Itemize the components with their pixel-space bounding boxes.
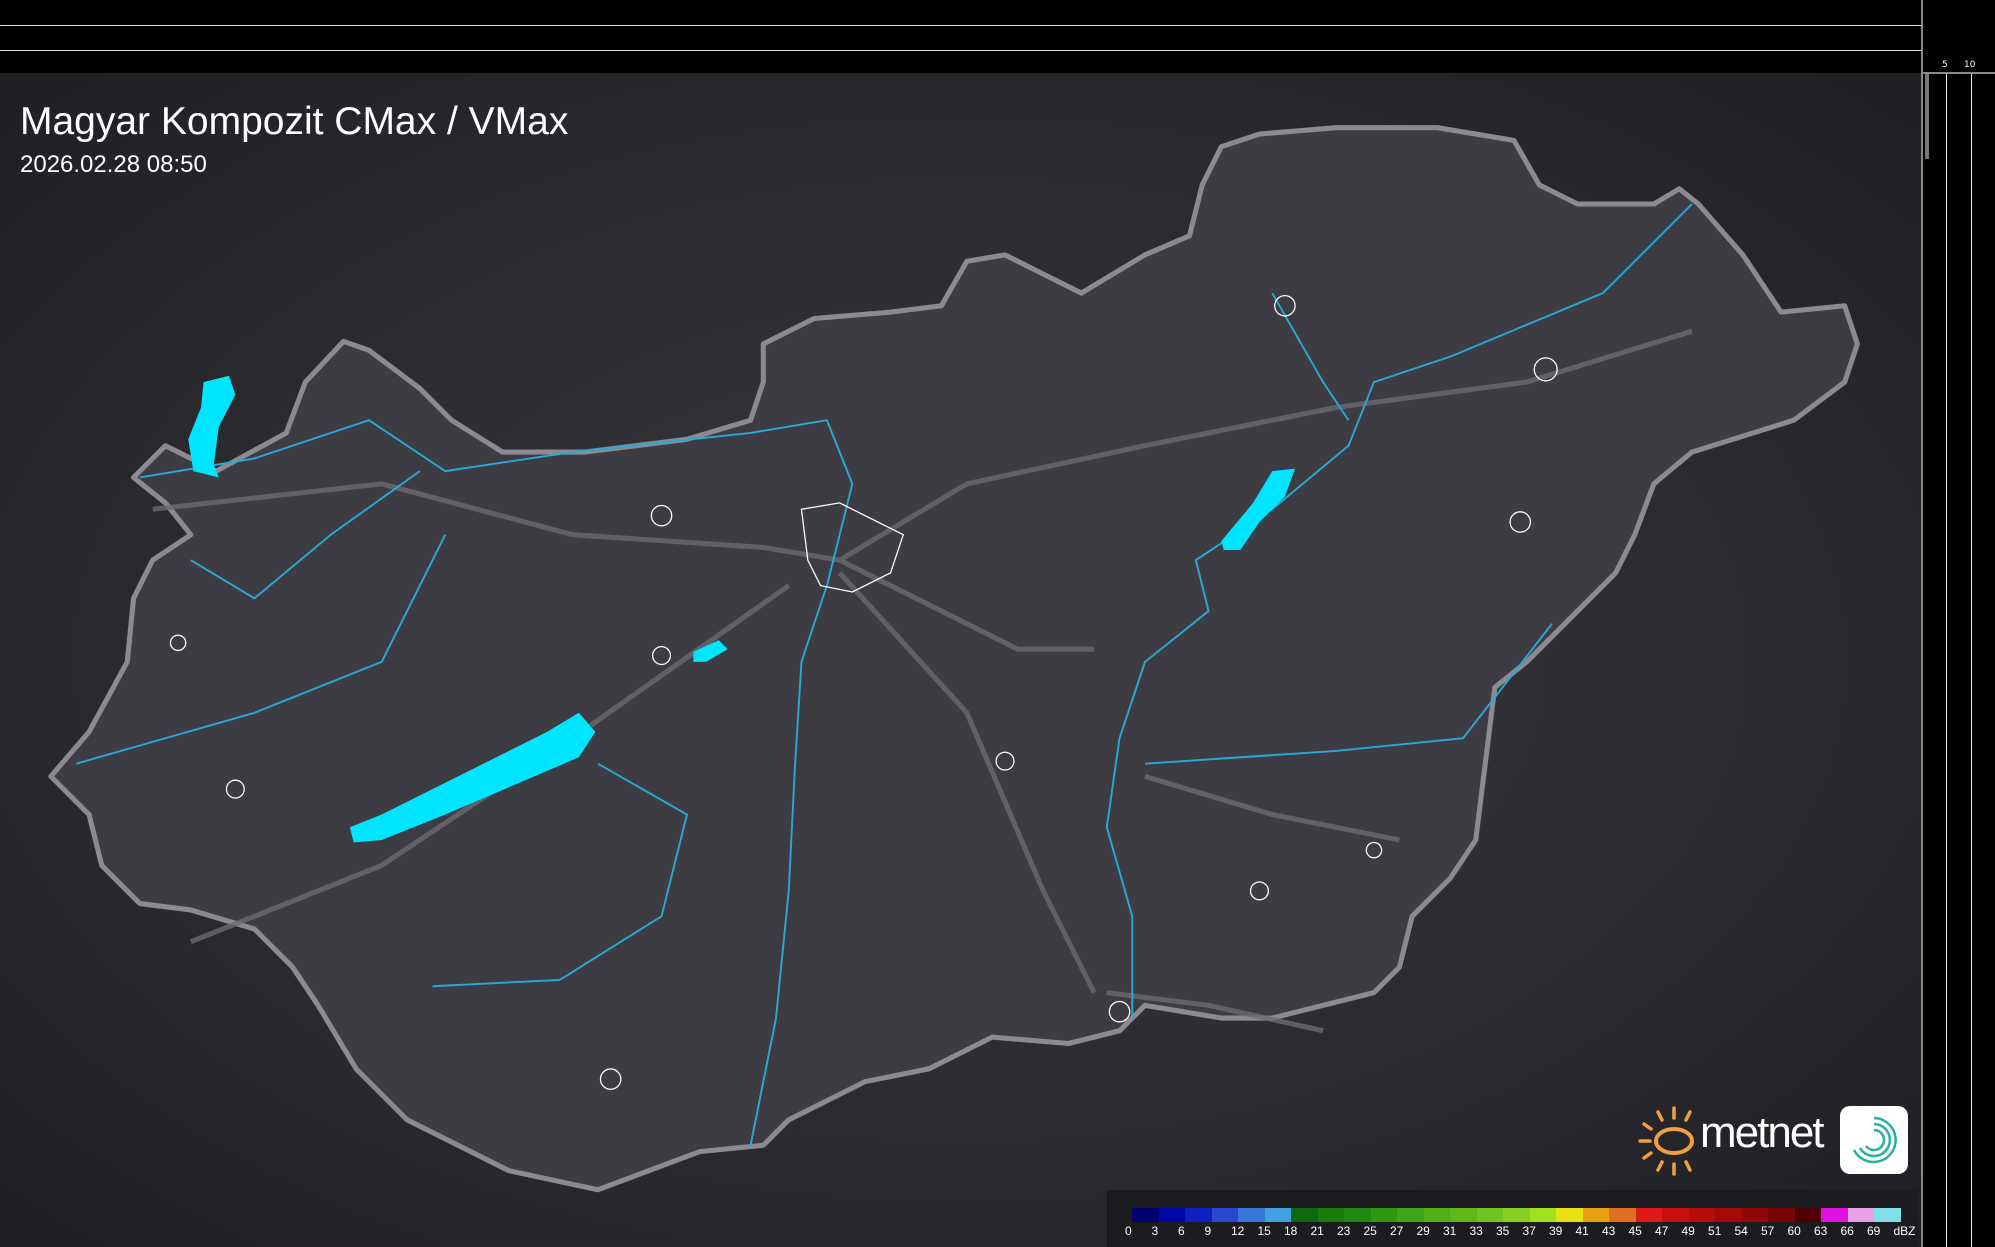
legend-swatch bbox=[1132, 1208, 1159, 1222]
legend-swatch bbox=[1317, 1208, 1344, 1222]
lake-velence bbox=[693, 640, 728, 662]
legend-swatch bbox=[1847, 1208, 1874, 1222]
legend-label: 15 bbox=[1257, 1224, 1271, 1238]
legend-swatch bbox=[1556, 1208, 1583, 1222]
scale-line-5 bbox=[1946, 73, 1947, 1247]
legend-swatch bbox=[1397, 1208, 1424, 1222]
tisza-river bbox=[1105, 203, 1693, 1019]
settlement-outlines bbox=[169, 294, 1558, 1090]
legend-swatch bbox=[1821, 1208, 1848, 1222]
danube-river bbox=[139, 419, 854, 1146]
legend-swatch bbox=[1158, 1208, 1185, 1222]
legend-unit: dBZ bbox=[1893, 1224, 1916, 1238]
legend-label: 66 bbox=[1840, 1224, 1854, 1238]
legend-label: 39 bbox=[1549, 1224, 1563, 1238]
legend-swatch bbox=[1344, 1208, 1371, 1222]
legend-label: 54 bbox=[1734, 1224, 1748, 1238]
legend-swatch bbox=[1635, 1208, 1662, 1222]
map-canvas bbox=[0, 73, 1921, 1247]
legend-swatch bbox=[1370, 1208, 1397, 1222]
legend-color-bar bbox=[1132, 1208, 1901, 1222]
legend-label: 45 bbox=[1628, 1224, 1642, 1238]
legend-label: 37 bbox=[1522, 1224, 1536, 1238]
legend-label: 18 bbox=[1284, 1224, 1298, 1238]
legend-label: 29 bbox=[1416, 1224, 1430, 1238]
legend-swatch bbox=[1874, 1208, 1901, 1222]
legend-label: 60 bbox=[1787, 1224, 1801, 1238]
metnet-logo[interactable]: metnet bbox=[1638, 1104, 1910, 1178]
legend-swatch bbox=[1211, 1208, 1238, 1222]
logo-text: metnet bbox=[1700, 1108, 1825, 1157]
legend-swatch bbox=[1688, 1208, 1715, 1222]
legend-label: 27 bbox=[1390, 1224, 1404, 1238]
legend-label: 51 bbox=[1708, 1224, 1722, 1238]
legend-swatch bbox=[1529, 1208, 1556, 1222]
lake-balaton bbox=[349, 712, 596, 843]
legend-label: 69 bbox=[1867, 1224, 1881, 1238]
legend-swatch bbox=[1768, 1208, 1795, 1222]
legend-label: 3 bbox=[1151, 1224, 1159, 1238]
legend-label: 12 bbox=[1231, 1224, 1245, 1238]
legend-label: 47 bbox=[1655, 1224, 1669, 1238]
legend-label: 43 bbox=[1602, 1224, 1616, 1238]
legend-swatch bbox=[1503, 1208, 1530, 1222]
legend-label: 57 bbox=[1761, 1224, 1775, 1238]
app-icon bbox=[1840, 1106, 1908, 1174]
legend-label: 35 bbox=[1496, 1224, 1510, 1238]
legend-label: 6 bbox=[1178, 1224, 1185, 1238]
scale-tick-label: 5 bbox=[1942, 60, 1948, 70]
lakes bbox=[188, 375, 1296, 843]
legend-label: 25 bbox=[1363, 1224, 1377, 1238]
scale-tick-label: 10 bbox=[1964, 60, 1976, 70]
legend-swatch bbox=[1582, 1208, 1609, 1222]
radar-map[interactable] bbox=[0, 73, 1921, 1247]
sun-icon bbox=[1638, 1106, 1694, 1176]
map-timestamp: 2026.02.28 08:50 bbox=[20, 151, 207, 178]
legend-swatch bbox=[1794, 1208, 1821, 1222]
map-title: Magyar Kompozit CMax / VMax bbox=[20, 100, 569, 143]
roads bbox=[152, 328, 1693, 1034]
legend-swatch bbox=[1238, 1208, 1265, 1222]
rivers bbox=[76, 203, 1693, 1146]
legend-swatch bbox=[1715, 1208, 1742, 1222]
right-scale-bar: 5 10 bbox=[1921, 0, 1995, 1247]
legend-swatch bbox=[1264, 1208, 1291, 1222]
legend-swatch bbox=[1609, 1208, 1636, 1222]
legend-swatch bbox=[1450, 1208, 1477, 1222]
divider bbox=[1923, 72, 1995, 74]
legend-label: 33 bbox=[1469, 1224, 1483, 1238]
legend-swatch bbox=[1476, 1208, 1503, 1222]
scale-line-10 bbox=[1971, 73, 1972, 1247]
dbz-color-legend: 0 3 6 9 12 15 18 21 23 25 27 29 31 33 35 37 39 41 43 45 47 49… bbox=[1107, 1190, 1918, 1247]
legend-label: 21 bbox=[1310, 1224, 1324, 1238]
legend-label: 31 bbox=[1443, 1224, 1457, 1238]
legend-swatch bbox=[1423, 1208, 1450, 1222]
legend-label: 0 bbox=[1125, 1224, 1132, 1238]
legend-label: 41 bbox=[1575, 1224, 1589, 1238]
legend-swatch bbox=[1662, 1208, 1689, 1222]
legend-label: 23 bbox=[1337, 1224, 1351, 1238]
legend-label: 49 bbox=[1681, 1224, 1695, 1238]
legend-labels: 0 3 6 9 12 15 18 21 23 25 27 29 31 33 35 37 39 41 43 45 47 49… bbox=[1125, 1224, 1920, 1238]
legend-swatch bbox=[1741, 1208, 1768, 1222]
legend-label: 63 bbox=[1814, 1224, 1828, 1238]
top-scale-bar: 10 5 bbox=[0, 0, 1995, 73]
legend-label: 9 bbox=[1204, 1224, 1212, 1238]
budapest-outline bbox=[800, 502, 905, 593]
scale-line-5 bbox=[0, 50, 1921, 51]
legend-swatch bbox=[1291, 1208, 1318, 1222]
lake-neusiedl bbox=[188, 375, 236, 478]
lake-tisza bbox=[1221, 468, 1296, 550]
legend-swatch bbox=[1185, 1208, 1212, 1222]
scale-line-10 bbox=[0, 25, 1921, 26]
hungary-border bbox=[48, 125, 1860, 1193]
spiral-icon bbox=[1852, 1116, 1897, 1164]
scroll-indicator bbox=[1925, 74, 1929, 159]
